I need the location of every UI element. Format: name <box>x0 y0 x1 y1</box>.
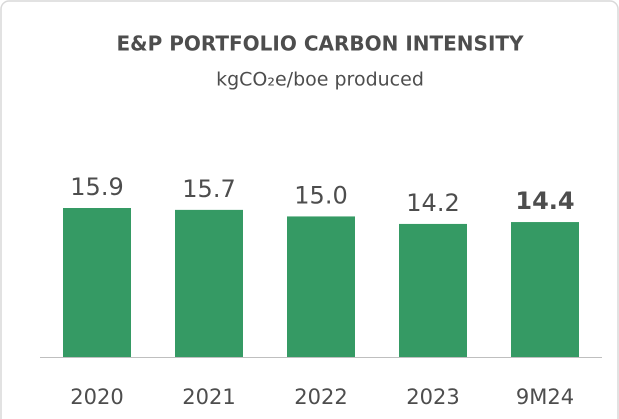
value-label: 14.4 <box>515 187 574 215</box>
bar <box>511 222 579 357</box>
bar <box>287 216 355 357</box>
x-tick-label: 2022 <box>294 385 347 409</box>
value-label: 14.2 <box>406 189 459 217</box>
bar <box>399 223 467 357</box>
chart-title: E&P PORTFOLIO CARBON INTENSITY <box>116 32 524 56</box>
value-label: 15.9 <box>70 173 123 201</box>
x-tick-label: 2021 <box>182 385 235 409</box>
bar <box>175 209 243 357</box>
x-tick-label: 2020 <box>70 385 123 409</box>
chart-subtitle: kgCO₂e/boe produced <box>216 69 424 91</box>
x-tick-label: 9M24 <box>516 385 574 409</box>
value-label: 15.0 <box>294 181 347 209</box>
value-label: 15.7 <box>182 175 235 203</box>
x-tick-label: 2023 <box>406 385 459 409</box>
bar <box>63 208 131 357</box>
